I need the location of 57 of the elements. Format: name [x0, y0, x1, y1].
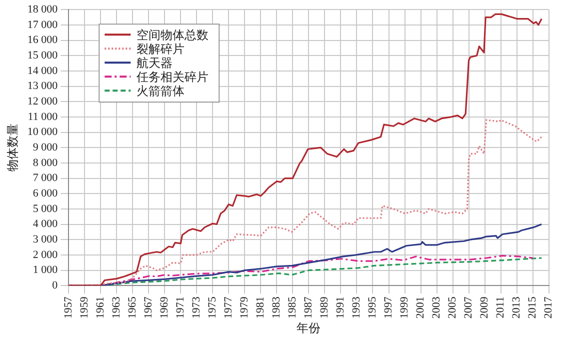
y-tick-label: 12 000	[27, 95, 58, 108]
x-tick-label: 1977	[222, 296, 235, 319]
legend-label: 空间物体总数	[136, 28, 209, 42]
x-tick-label: 1957	[62, 296, 75, 319]
x-tick-label: 2001	[414, 296, 427, 319]
y-axis-title: 物体数量	[5, 124, 20, 172]
y-tick-label: 2 000	[32, 248, 58, 261]
x-tick-label: 1963	[110, 296, 123, 319]
x-tick-label: 1965	[126, 296, 139, 319]
x-tick-label: 1971	[174, 296, 187, 319]
y-tick-label: 13 000	[27, 80, 58, 92]
y-tick-label: 0	[52, 279, 58, 292]
x-tick-label: 1967	[142, 296, 155, 319]
x-tick-label: 2003	[430, 296, 443, 319]
legend-label: 裂解碎片	[136, 42, 185, 56]
y-tick-label: 6 000	[32, 187, 58, 200]
legend-label: 航天器	[136, 56, 173, 70]
legend-label: 火箭箭体	[136, 84, 185, 98]
x-tick-label: 2007	[462, 296, 475, 319]
x-tick-label: 1973	[190, 296, 203, 319]
y-tick-label: 7 000	[32, 172, 58, 184]
x-tick-label: 1997	[382, 296, 395, 319]
x-tick-label: 1999	[398, 296, 411, 319]
x-tick-label: 1969	[158, 296, 171, 319]
y-tick-label: 16 000	[27, 34, 58, 46]
y-tick-label: 3 000	[32, 233, 58, 246]
x-tick-label: 1989	[318, 296, 331, 319]
x-axis-title: 年份	[296, 320, 321, 335]
x-tick-label: 2013	[510, 296, 523, 319]
x-tick-label: 1979	[238, 296, 251, 319]
y-tick-label: 15 000	[27, 49, 58, 62]
x-tick-label: 1959	[78, 296, 91, 319]
x-tick-label: 2017	[542, 296, 555, 319]
legend-label: 任务相关碎片	[136, 70, 209, 84]
x-tick-label: 2011	[494, 296, 507, 318]
y-tick-label: 5 000	[32, 202, 58, 215]
y-tick-label: 8 000	[32, 156, 58, 169]
x-tick-label: 1981	[254, 296, 267, 319]
x-tick-label: 1983	[270, 296, 283, 319]
x-tick-label: 1995	[366, 296, 379, 319]
y-tick-label: 10 000	[27, 126, 58, 138]
x-tick-label: 2005	[446, 296, 459, 319]
y-tick-label: 14 000	[27, 64, 58, 77]
y-tick-label: 4 000	[32, 218, 58, 230]
y-tick-label: 17 000	[27, 18, 58, 31]
x-tick-label: 2009	[478, 296, 491, 319]
x-tick-label: 1991	[334, 296, 347, 319]
y-tick-label: 11 000	[28, 110, 58, 123]
y-tick-label: 9 000	[32, 141, 58, 154]
x-tick-label: 2015	[526, 296, 539, 319]
x-tick-label: 1985	[286, 296, 299, 319]
y-tick-label: 18 000	[27, 3, 58, 16]
y-tick-label: 1 000	[32, 264, 58, 276]
x-tick-label: 1987	[302, 296, 315, 319]
x-tick-label: 1993	[350, 296, 363, 319]
x-tick-label: 1975	[206, 296, 219, 319]
x-tick-label: 1961	[94, 296, 107, 319]
